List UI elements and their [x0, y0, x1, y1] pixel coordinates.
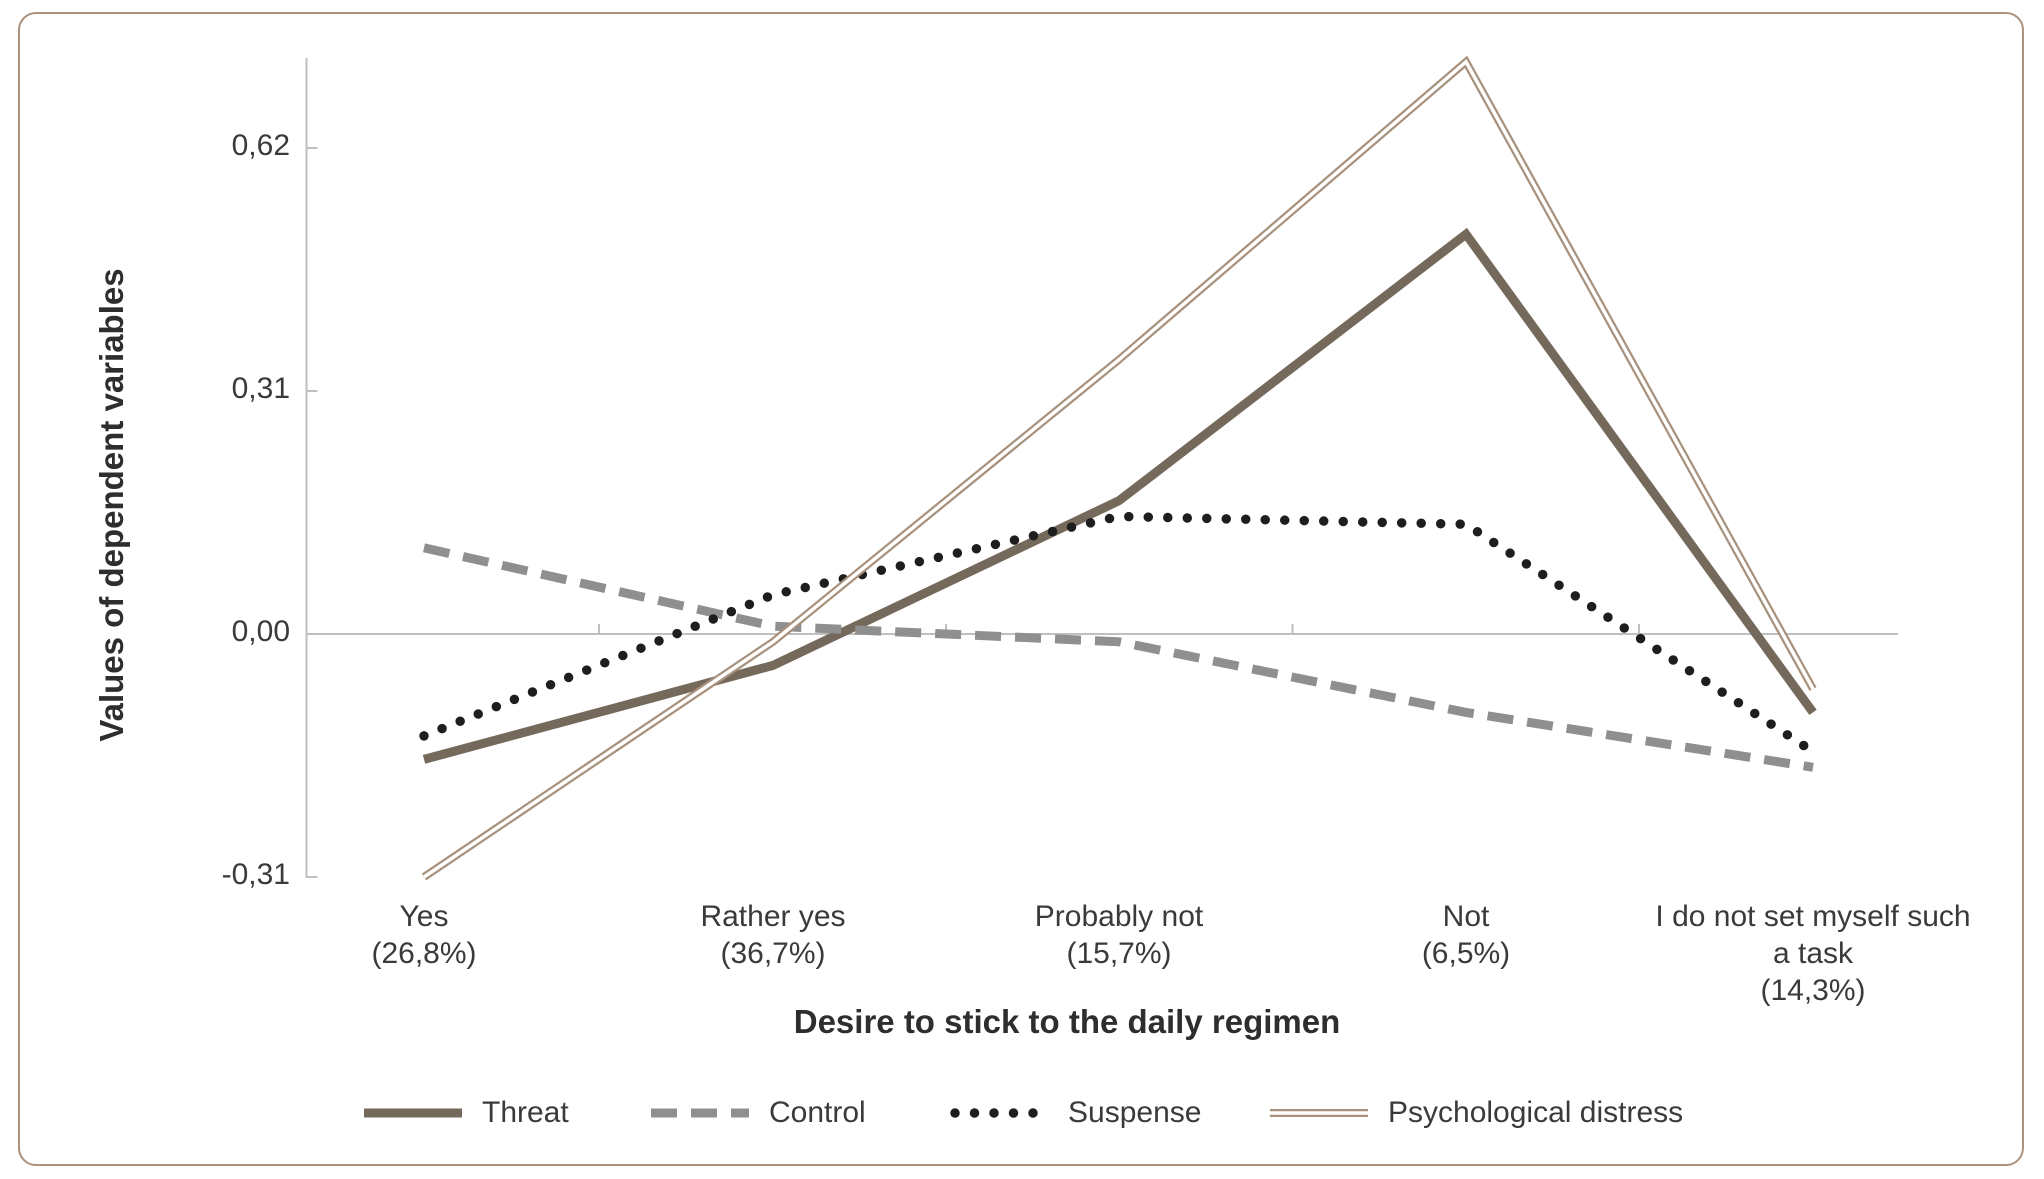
category-label: Rather yes (36,7%) [603, 898, 943, 972]
y-axis-title: Values of dependent variables [93, 268, 130, 742]
series-line-double-core [423, 59, 1815, 879]
category-name: Not [1442, 900, 1490, 933]
category-percentage: (26,8%) [371, 937, 477, 970]
y-tick-label: 0,31 [231, 371, 290, 405]
category-label: Probably not (15,7%) [949, 898, 1289, 972]
legend-swatch-solid-line [364, 1108, 462, 1118]
legend-label: Suspense [1068, 1096, 1202, 1129]
legend-label: Threat [482, 1096, 569, 1129]
legend-swatch-dotted-line [950, 1108, 1048, 1118]
category-percentage: (15,7%) [1066, 937, 1172, 970]
legend-item-psychological-distress: Psychological distress [1270, 1090, 1683, 1136]
category-percentage: (6,5%) [1421, 937, 1511, 970]
category-name: Rather yes [700, 900, 846, 933]
series-line-psychological-distress [421, 55, 1817, 881]
series-line-control [423, 543, 1814, 772]
legend-label: Psychological distress [1388, 1096, 1684, 1129]
category-name: Yes [399, 900, 449, 933]
x-axis-title: Desire to stick to the daily regimen [793, 1003, 1341, 1040]
legend-label: Control [769, 1096, 866, 1129]
y-tick-label: -0,31 [221, 858, 290, 891]
series-line-threat [422, 227, 1817, 764]
category-name: Probably not [1034, 900, 1204, 933]
legend-item-suspense: Suspense [950, 1090, 1201, 1136]
category-percentage: (36,7%) [720, 937, 826, 970]
category-label: Not (6,5%) [1296, 898, 1636, 972]
y-tick-label: 0,00 [231, 615, 290, 648]
category-label: I do not set myself such a task (14,3%) [1643, 898, 1983, 1009]
legend-item-control: Control [651, 1090, 866, 1136]
category-percentage: (14,3%) [1760, 974, 1866, 1007]
legend: Threat Control Suspense Psychological distr… [0, 1090, 2044, 1136]
legend-item-threat: Threat [364, 1090, 569, 1136]
legend-swatch-double-line [1270, 1109, 1368, 1117]
figure-border [18, 12, 2024, 1166]
series-line-suspense [419, 511, 1818, 757]
category-label: Yes (26,8%) [254, 898, 594, 972]
legend-swatch-dashed-line [651, 1108, 749, 1118]
y-tick-label: 0,62 [231, 128, 290, 162]
category-name: I do not set myself such a task [1655, 900, 1971, 970]
